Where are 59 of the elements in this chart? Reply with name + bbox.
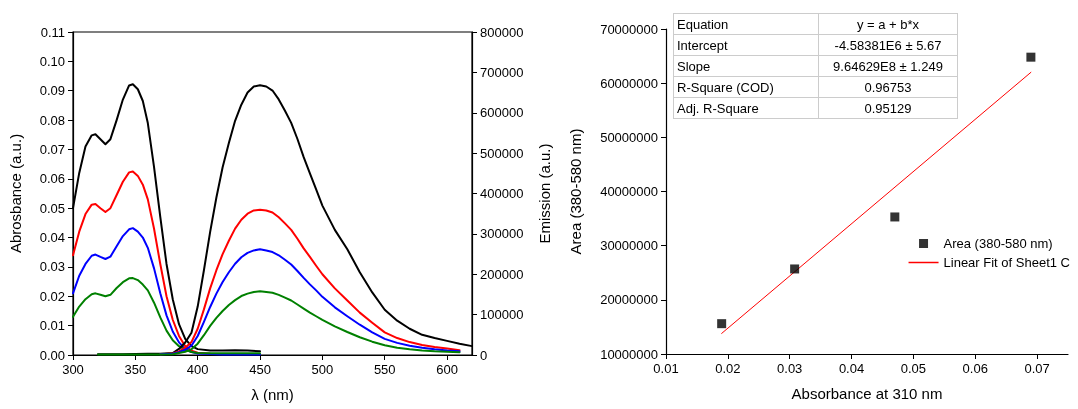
legend-label: Area (380-580 nm) bbox=[943, 236, 1053, 251]
y2-tick-label: 200000 bbox=[480, 266, 524, 282]
y-tick-label: 0.02 bbox=[39, 288, 65, 304]
y-tick-label: 50000000 bbox=[600, 129, 658, 145]
annotation: 9.64629E8 ± 1.249 bbox=[818, 55, 958, 77]
y-axis-title: Area (380-580 nm) bbox=[567, 128, 584, 255]
x-tick-label: 0.01 bbox=[653, 361, 679, 376]
y-tick-label: 20000000 bbox=[600, 292, 658, 308]
y2-tick-label: 100000 bbox=[480, 307, 524, 323]
y2-tick-label: 700000 bbox=[480, 64, 524, 80]
annotation: 0.95129 bbox=[818, 97, 958, 119]
y2-tick-label: 800000 bbox=[480, 24, 524, 40]
y-tick-label: 40000000 bbox=[600, 184, 658, 199]
annotation: -4.58381E6 ± 5.67 bbox=[818, 34, 958, 56]
y-tick-label: 0.05 bbox=[39, 200, 65, 216]
x-tick-label: 550 bbox=[373, 362, 396, 377]
y-tick-label: 0.07 bbox=[39, 141, 65, 157]
annotation: Intercept bbox=[673, 34, 819, 56]
x-tick-label: 600 bbox=[436, 362, 458, 377]
x-tick-label: 300 bbox=[62, 362, 84, 377]
y-tick-label: 0.00 bbox=[39, 347, 65, 363]
annotation: Slope bbox=[673, 55, 819, 77]
y-tick-label: 70000000 bbox=[600, 21, 658, 37]
x-tick-label: 350 bbox=[124, 362, 147, 377]
annotation: y = a + b*x bbox=[818, 13, 958, 35]
y-tick-label: 30000000 bbox=[600, 238, 658, 254]
y-tick-label: 0.06 bbox=[39, 171, 65, 187]
x-tick-label: 450 bbox=[249, 362, 271, 377]
y-tick-label: 0.03 bbox=[39, 259, 65, 275]
y2-axis-title: Emission (a.u.) bbox=[536, 143, 553, 244]
y-tick-label: 0.09 bbox=[39, 83, 65, 99]
y2-tick-label: 0 bbox=[480, 347, 488, 363]
annotation: Adj. R-Square bbox=[673, 97, 819, 119]
y2-tick-label: 400000 bbox=[480, 186, 524, 201]
x-tick-label: 400 bbox=[186, 362, 209, 377]
y-tick-label: 10000000 bbox=[600, 346, 658, 362]
y-tick-label: 0.11 bbox=[40, 24, 65, 40]
y2-tick-label: 600000 bbox=[480, 105, 524, 121]
y-tick-label: 0.10 bbox=[39, 53, 65, 69]
y-tick-label: 60000000 bbox=[600, 75, 658, 91]
x-tick-label: 0.06 bbox=[962, 361, 988, 376]
x-tick-label: 0.02 bbox=[715, 361, 741, 376]
annotation: 0.96753 bbox=[818, 76, 958, 98]
legend-label: Linear Fit of Sheet1 C bbox=[943, 255, 1071, 270]
y-tick-label: 0.01 bbox=[39, 318, 65, 334]
y2-tick-label: 300000 bbox=[480, 226, 524, 242]
y-tick-label: 0.04 bbox=[39, 230, 65, 246]
x-axis-title: λ (nm) bbox=[251, 386, 294, 403]
y-tick-label: 0.08 bbox=[39, 112, 65, 128]
annotation: R-Square (COD) bbox=[673, 76, 819, 98]
x-tick-label: 0.04 bbox=[838, 361, 865, 376]
y2-tick-label: 500000 bbox=[480, 145, 524, 161]
x-tick-label: 0.03 bbox=[777, 361, 803, 376]
x-tick-label: 0.07 bbox=[1024, 361, 1050, 376]
annotation: Equation bbox=[673, 13, 819, 35]
x-tick-label: 500 bbox=[311, 362, 334, 377]
x-axis-title: Absorbance at 310 nm bbox=[791, 385, 943, 402]
x-tick-label: 0.05 bbox=[900, 361, 927, 376]
y-axis-title: Abrosbance (a.u.) bbox=[7, 133, 24, 254]
